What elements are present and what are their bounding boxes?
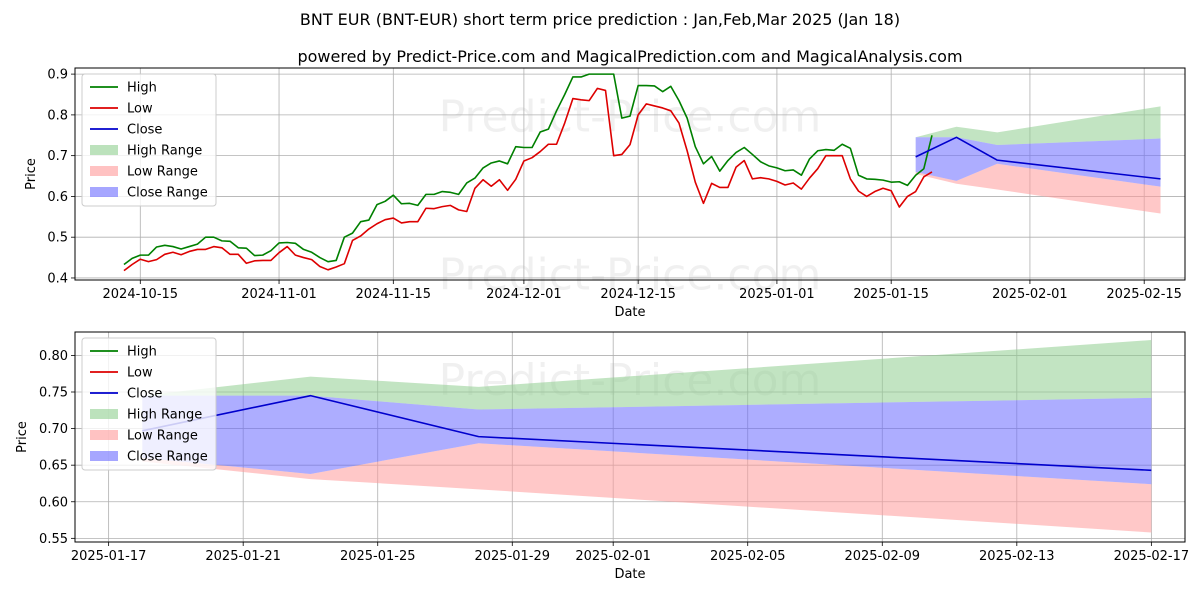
close-range-band: [915, 137, 1161, 187]
legend-label: Close: [127, 123, 162, 138]
legend-label: Close: [127, 387, 162, 402]
plot-frame: [74, 331, 1186, 543]
legend-label: Low Range: [127, 165, 198, 180]
x-axis-label: Date: [614, 305, 645, 320]
plot-frame: [74, 67, 1186, 281]
x-tick-label: 2024-11-01: [241, 287, 317, 302]
close-range-band: [142, 395, 1152, 485]
x-tick-label: 2025-01-01: [739, 287, 815, 302]
legend-swatch: [90, 430, 118, 440]
legend-label: Close Range: [127, 186, 208, 201]
low-range-band: [915, 163, 1161, 214]
close-series-line: [142, 394, 1152, 472]
y-tick-label: 0.65: [39, 459, 68, 474]
x-tick-label: 2025-02-05: [710, 549, 786, 564]
y-tick-label: 0.5: [47, 231, 68, 246]
watermark-lower: Predict-Price.com: [439, 249, 822, 300]
legend-label: High Range: [127, 408, 202, 423]
x-tick-label: 2025-01-17: [71, 549, 147, 564]
x-tick-label: 2025-02-15: [1106, 287, 1182, 302]
y-tick-label: 0.80: [39, 349, 68, 364]
y-tick-label: 0.4: [47, 271, 68, 286]
chart-title: BNT EUR (BNT-EUR) short term price predi…: [300, 10, 900, 29]
y-tick-label: 0.7: [47, 149, 68, 164]
x-tick-label: 2025-01-25: [340, 549, 416, 564]
high-range-band: [915, 106, 1161, 146]
watermark-upper: Predict-Price.com: [439, 92, 822, 143]
legend-swatch: [90, 409, 118, 419]
x-tick-label: 2024-12-15: [600, 287, 676, 302]
x-tick-label: 2025-01-29: [474, 549, 550, 564]
legend-swatch: [90, 145, 118, 155]
forecast-chart-panel: Predict-Price.com0.550.600.650.700.750.8…: [15, 331, 1190, 582]
x-tick-label: 2024-10-15: [103, 287, 179, 302]
x-tick-label: 2024-12-01: [486, 287, 562, 302]
x-tick-label: 2025-02-13: [979, 549, 1055, 564]
y-tick-label: 0.75: [39, 386, 68, 401]
legend-label: High Range: [127, 144, 202, 159]
y-axis-label: Price: [24, 158, 39, 190]
legend-label: High: [127, 345, 157, 360]
x-tick-label: 2024-11-15: [356, 287, 432, 302]
y-tick-label: 0.8: [47, 108, 68, 123]
legend-label: Low Range: [127, 429, 198, 444]
x-tick-label: 2025-02-09: [844, 549, 920, 564]
y-tick-label: 0.60: [39, 495, 68, 510]
x-tick-label: 2025-02-17: [1114, 549, 1190, 564]
legend-label: Low: [127, 102, 153, 117]
y-tick-label: 0.55: [39, 532, 68, 547]
x-tick-label: 2025-01-21: [205, 549, 281, 564]
y-tick-label: 0.9: [47, 68, 68, 83]
history-chart-panel: Predict-Price.com Predict-Price.com 0.4 0.5…: [24, 67, 1186, 320]
chart-subtitle: powered by Predict-Price.com and Magical…: [297, 47, 962, 66]
legend-label: Close Range: [127, 450, 208, 465]
x-tick-label: 2025-01-15: [853, 287, 929, 302]
legend-label: High: [127, 81, 157, 96]
close-series-line: [915, 136, 1161, 180]
x-tick-label: 2025-02-01: [992, 287, 1068, 302]
legend-swatch: [90, 187, 118, 197]
low-series-line: [123, 87, 933, 272]
x-tick-label: 2025-02-01: [575, 549, 651, 564]
high-range-band: [142, 340, 1152, 410]
y-axis-label: Price: [15, 421, 30, 453]
y-tick-label: 0.70: [39, 422, 68, 437]
high-series-line: [123, 73, 933, 266]
legend-swatch: [90, 451, 118, 461]
legend-swatch: [90, 166, 118, 176]
legend-label: Low: [127, 366, 153, 381]
low-range-band: [142, 443, 1152, 533]
x-axis-label: Date: [614, 567, 645, 582]
y-tick-label: 0.6: [47, 190, 68, 205]
